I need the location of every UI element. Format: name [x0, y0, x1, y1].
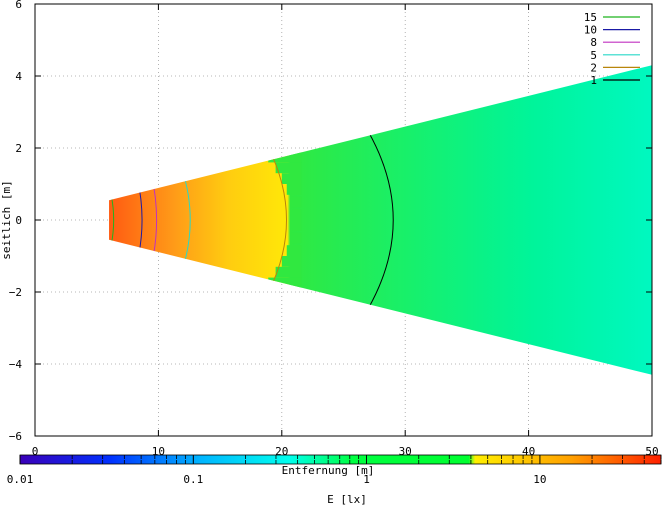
colorbar-ticks: 0.01 0.1 1 10 — [7, 455, 662, 486]
x-axis-label: Entfernung [m] — [282, 464, 375, 477]
step-cell — [292, 220, 302, 231]
illuminance-region — [109, 65, 653, 375]
colorbar-label: E [lx] — [327, 493, 367, 505]
colorbar-tick-label: 0.01 — [7, 473, 34, 486]
step-cell — [268, 151, 302, 163]
step-cell — [268, 277, 302, 289]
step-cell — [281, 173, 302, 184]
step-cell — [286, 245, 302, 256]
transition-steps — [268, 151, 302, 289]
step-cell — [290, 232, 302, 244]
legend-label: 10 — [584, 24, 597, 37]
y-axis-label: seitlich [m] — [0, 180, 13, 259]
colorbar-tick-label: 10 — [533, 473, 546, 486]
x-tick-label: 0 — [32, 445, 39, 458]
contour-1 — [362, 122, 394, 318]
step-cell — [286, 184, 302, 195]
step-cell — [290, 196, 302, 208]
y-tick-label: −6 — [9, 430, 22, 443]
y-tick-label: 0 — [15, 214, 22, 227]
step-cell — [292, 209, 302, 220]
y-tick-label: −4 — [9, 358, 23, 371]
y-tick-label: −2 — [9, 286, 22, 299]
contour-2 — [267, 146, 287, 294]
legend-label: 2 — [590, 61, 597, 74]
step-cell — [281, 256, 302, 267]
y-tick-label: 6 — [15, 0, 22, 11]
colorbar-tick-label: 0.1 — [183, 473, 203, 486]
colorbar-tick-label: 1 — [363, 473, 370, 486]
legend-label: 8 — [590, 36, 597, 49]
legend-label: 15 — [584, 11, 597, 24]
y-tick-label: 4 — [15, 70, 22, 83]
legend-label: 1 — [590, 74, 597, 87]
colorbar — [19, 454, 662, 465]
legend-label: 5 — [590, 49, 597, 62]
step-cell — [275, 162, 302, 174]
y-tick-label: 2 — [15, 142, 22, 155]
step-cell — [275, 266, 302, 278]
y-tick-labels: 6 4 2 0 −2 −4 −6 — [9, 0, 652, 443]
